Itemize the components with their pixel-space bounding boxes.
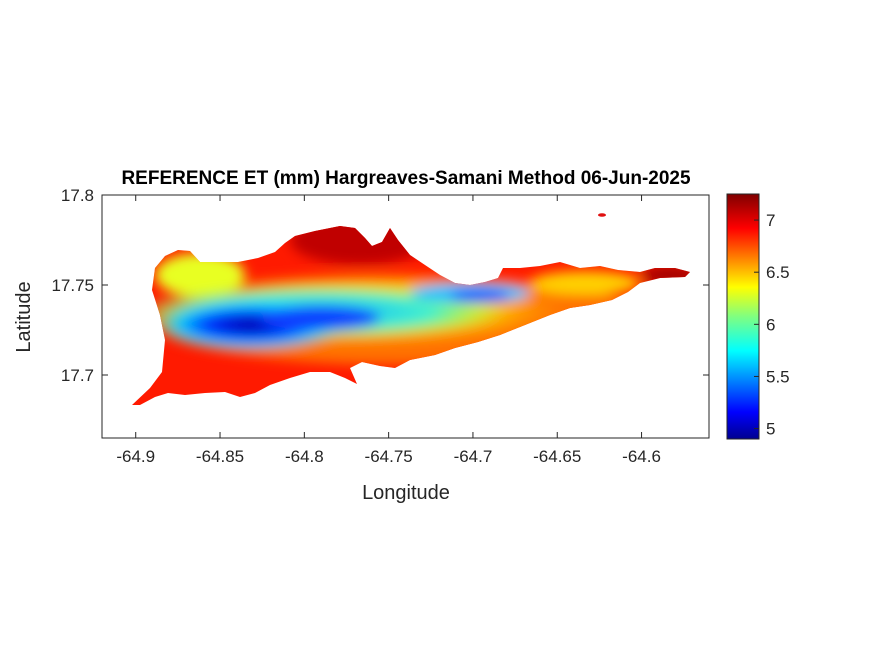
islet <box>598 213 606 217</box>
y-tick-label: 17.8 <box>61 186 94 205</box>
x-axis-label: Longitude <box>362 482 450 504</box>
y-tick-label: 17.7 <box>61 366 94 385</box>
colorbar-tick-label: 7 <box>766 211 775 230</box>
heatmap-blue-east <box>450 290 510 302</box>
y-tick-label: 17.75 <box>51 276 94 295</box>
x-tick-label: -64.7 <box>454 447 493 466</box>
y-axis-label: Latitude <box>13 281 35 352</box>
x-tick-label: -64.8 <box>285 447 324 466</box>
x-tick-label: -64.6 <box>622 447 661 466</box>
x-tick-label: -64.65 <box>533 447 581 466</box>
colorbar-tick-label: 6 <box>766 315 775 334</box>
colorbar-tick-label: 6.5 <box>766 263 790 282</box>
colorbar-ticks: 5 5.5 6 6.5 7 <box>754 211 790 439</box>
x-tick-label: -64.75 <box>365 447 413 466</box>
colorbar-tick-label: 5.5 <box>766 367 790 386</box>
colorbar-tick-label: 5 <box>766 420 775 439</box>
x-tick-label: -64.85 <box>196 447 244 466</box>
x-axis-ticks: -64.9 -64.85 -64.8 -64.75 -64.7 -64.65 -64.6 <box>116 195 661 466</box>
colorbar <box>726 193 760 440</box>
chart-title: REFERENCE ET (mm) Hargreaves-Samani Meth… <box>121 168 691 189</box>
heatmap-yellow-west <box>155 253 245 297</box>
heatmap-blue-mid <box>260 306 380 330</box>
heatmap-yellow-east <box>530 271 640 295</box>
y-axis-ticks: 17.8 17.75 17.7 <box>51 186 709 385</box>
x-tick-label: -64.9 <box>116 447 155 466</box>
